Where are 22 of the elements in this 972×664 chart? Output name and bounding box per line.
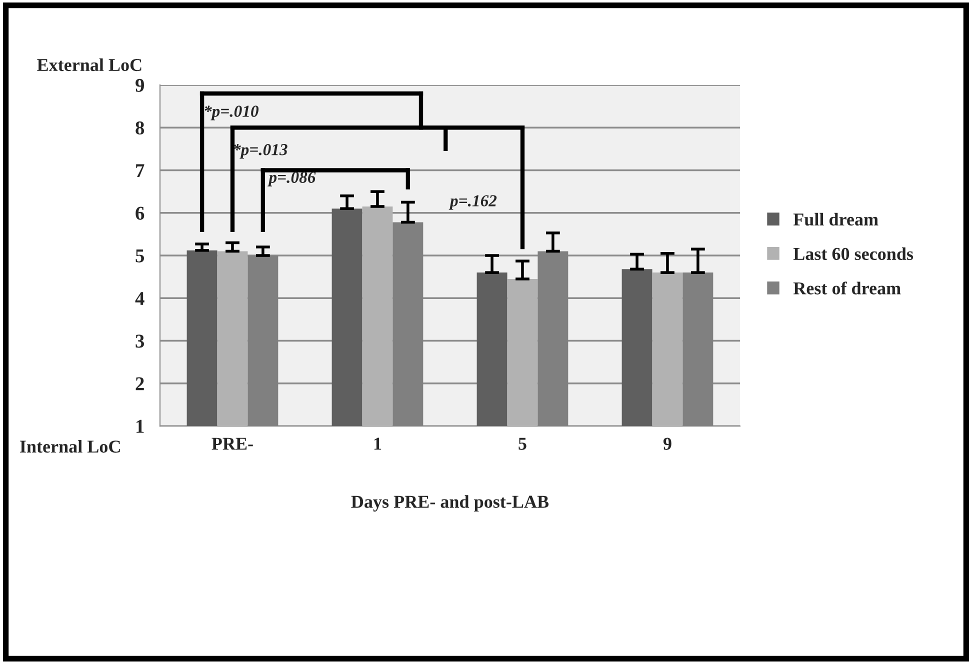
annotation: p=.086 bbox=[268, 172, 316, 186]
y-tick-label: 8 bbox=[136, 121, 144, 135]
y-tick-label: 3 bbox=[136, 334, 144, 348]
text: Internal LoC bbox=[20, 440, 120, 453]
legend-label: Rest of dream bbox=[793, 282, 901, 294]
x-axis-title: Days PRE- and post-LAB bbox=[351, 495, 549, 512]
annotation: p=.162 bbox=[448, 195, 497, 210]
x-tick-label: 5 bbox=[518, 438, 526, 450]
y-tick-label: 7 bbox=[136, 164, 144, 177]
y-tick-label: 5 bbox=[136, 250, 144, 262]
legend-label: Full dream bbox=[793, 212, 878, 226]
y-axis-title: External LoC bbox=[37, 58, 142, 72]
y-tick-label: 6 bbox=[136, 206, 144, 220]
x-tick-label: 9 bbox=[663, 438, 672, 450]
legend-label: Last 60 seconds bbox=[793, 247, 914, 260]
y-tick-label: 2 bbox=[136, 377, 144, 390]
x-tick-label: PRE- bbox=[212, 438, 253, 450]
y-tick-label: 1 bbox=[136, 420, 144, 433]
y-tick-label: 4 bbox=[135, 292, 144, 305]
y-tick-label: 9 bbox=[136, 78, 144, 92]
x-tick-label: 1 bbox=[374, 438, 382, 450]
annotation: *p=.010 bbox=[204, 106, 259, 120]
